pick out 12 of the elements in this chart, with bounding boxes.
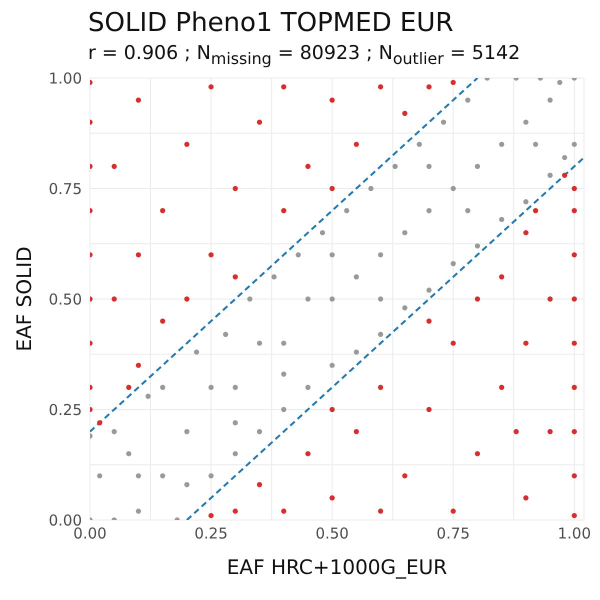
y-tick-label: 1.00 — [48, 69, 82, 88]
x-tick-label: 1.00 — [558, 524, 592, 542]
chart-subtitle: r = 0.906 ; N$_{missing}$ = 80923 ; N$_{outlier}$ = 5142 — [88, 42, 522, 68]
y-axis-title: EAF SOLID — [12, 246, 36, 352]
chart-title: SOLID Pheno1 TOPMED EUR — [88, 8, 454, 38]
x-tick-label: 0.50 — [315, 524, 349, 542]
x-tick-label: 0.75 — [436, 524, 470, 542]
y-tick-label: 0.75 — [48, 180, 82, 198]
x-tick-label: 0.25 — [194, 524, 228, 542]
y-tick-label: 0.50 — [48, 290, 82, 308]
x-axis-title: EAF HRC+1000G_EUR — [226, 554, 448, 579]
y-tick-label: 0.25 — [48, 400, 82, 419]
